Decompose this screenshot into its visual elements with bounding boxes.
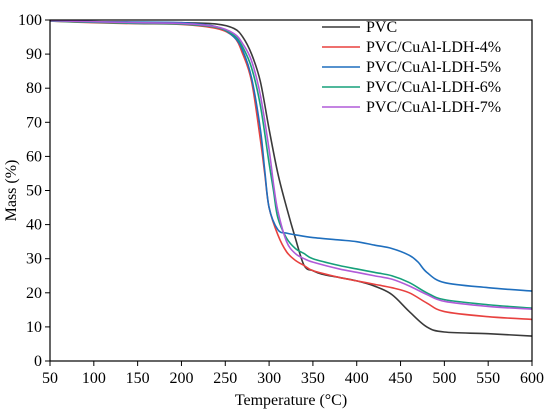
x-tick-label: 100 bbox=[82, 370, 106, 387]
legend-label: PVC bbox=[366, 19, 397, 36]
x-tick-label: 150 bbox=[126, 370, 150, 387]
legend: PVC PVC/CuAl-LDH-4% PVC/CuAl-LDH-5% PVC/CuA… bbox=[322, 19, 501, 116]
x-tick-label: 350 bbox=[301, 370, 325, 387]
x-tick-label: 250 bbox=[213, 370, 237, 387]
y-axis-title: Mass (%) bbox=[3, 160, 20, 222]
y-tick-label: 40 bbox=[26, 217, 42, 234]
legend-label: PVC/CuAl-LDH-7% bbox=[366, 99, 501, 116]
x-axis: 50 100 150 200 250 300 350 400 450 500 550 600 bbox=[42, 361, 544, 387]
y-tick-label: 90 bbox=[26, 46, 42, 63]
x-tick-label: 600 bbox=[520, 370, 544, 387]
y-axis: 0 10 20 30 40 50 60 70 80 90 100 bbox=[18, 12, 50, 370]
y-tick-label: 50 bbox=[26, 183, 42, 200]
legend-label: PVC/CuAl-LDH-5% bbox=[366, 59, 501, 76]
y-tick-label: 10 bbox=[26, 319, 42, 336]
x-tick-label: 450 bbox=[389, 370, 413, 387]
y-tick-label: 80 bbox=[26, 80, 42, 97]
series-line-2 bbox=[49, 20, 533, 321]
y-tick-label: 30 bbox=[26, 251, 42, 268]
x-tick-label: 300 bbox=[257, 370, 281, 387]
y-tick-label: 70 bbox=[26, 114, 42, 131]
x-tick-label: 500 bbox=[432, 370, 456, 387]
y-tick-label: 0 bbox=[34, 353, 42, 370]
series-line-1 bbox=[49, 19, 533, 337]
x-tick-label: 50 bbox=[42, 370, 58, 387]
x-axis-title: Temperature (°C) bbox=[235, 392, 347, 409]
legend-label: PVC/CuAl-LDH-6% bbox=[366, 79, 501, 96]
y-tick-label: 60 bbox=[26, 148, 42, 165]
series-line-5 bbox=[49, 19, 533, 310]
series-layer bbox=[49, 19, 533, 337]
y-tick-label: 100 bbox=[18, 12, 42, 29]
y-tick-label: 20 bbox=[26, 285, 42, 302]
legend-label: PVC/CuAl-LDH-4% bbox=[366, 39, 501, 56]
x-tick-label: 200 bbox=[169, 370, 193, 387]
x-tick-label: 400 bbox=[345, 370, 369, 387]
x-tick-label: 550 bbox=[476, 370, 500, 387]
